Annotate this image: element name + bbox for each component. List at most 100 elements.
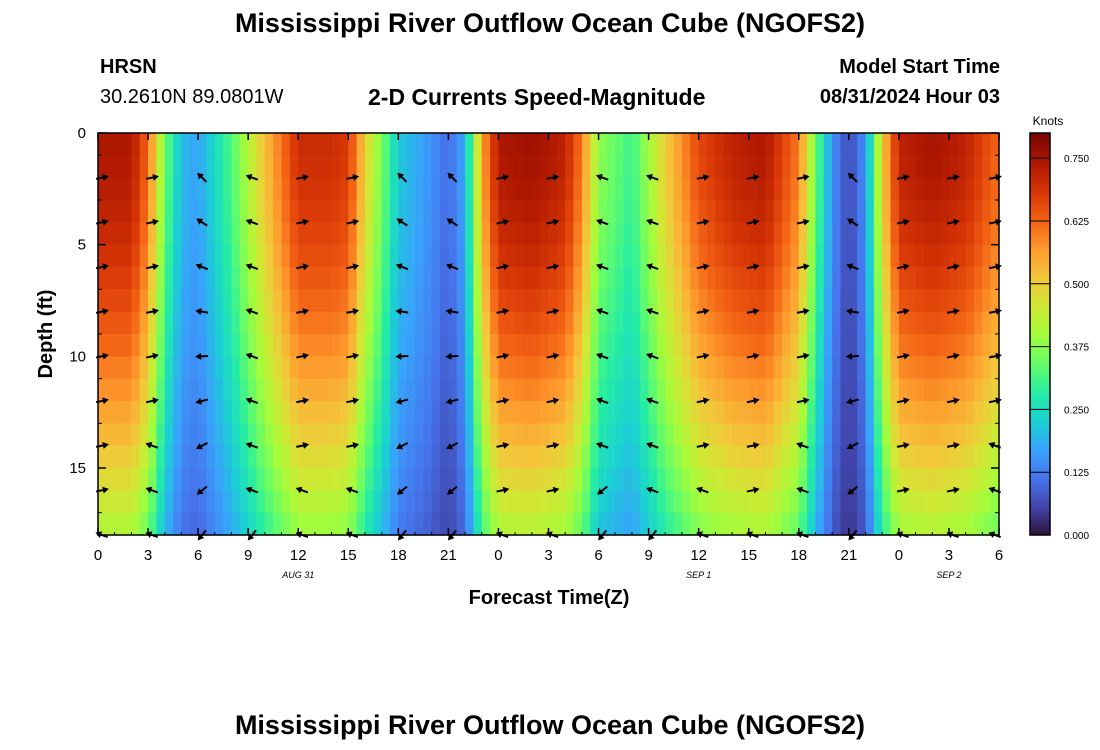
heatmap-cell <box>181 244 191 268</box>
heatmap-cell <box>331 490 341 514</box>
heatmap-cell <box>264 512 274 536</box>
heatmap-cell <box>832 378 842 402</box>
heatmap-cell <box>690 490 700 514</box>
heatmap-cell <box>164 490 174 514</box>
current-vector-arrow <box>395 352 409 360</box>
heatmap-cell <box>815 289 825 313</box>
heatmap-cell <box>423 423 433 447</box>
heatmap-cell <box>173 244 183 268</box>
heatmap-cell <box>740 222 750 246</box>
arrow-head <box>903 308 910 315</box>
heatmap-cell <box>206 423 216 447</box>
heatmap-cell <box>715 200 725 223</box>
heatmap-cell <box>531 512 541 536</box>
heatmap-cell <box>606 133 616 156</box>
heatmap-cell <box>256 222 266 246</box>
heatmap-cell <box>289 133 299 156</box>
heatmap-cell <box>239 200 249 223</box>
heatmap-cell <box>832 244 842 268</box>
heatmap-cell <box>965 133 975 156</box>
heatmap-cell <box>656 289 666 313</box>
heatmap-cell <box>548 200 558 223</box>
heatmap-cell <box>498 133 508 156</box>
heatmap-cell <box>440 133 449 156</box>
current-vector-arrow <box>145 218 159 226</box>
heatmap-cell <box>715 311 725 335</box>
heatmap-cell <box>823 445 833 469</box>
heatmap-cell <box>523 244 533 268</box>
heatmap-cell <box>681 468 691 491</box>
heatmap-cell <box>948 512 958 536</box>
heatmap-cell <box>548 244 558 268</box>
heatmap-cell <box>314 512 324 536</box>
heatmap-cell <box>790 267 800 290</box>
heatmap-cell <box>773 244 783 268</box>
heatmap-cell <box>356 468 366 491</box>
arrow-head <box>646 352 653 360</box>
heatmap-cell <box>698 378 708 402</box>
heatmap-cell <box>173 200 183 223</box>
heatmap-cell <box>289 155 299 179</box>
heatmap-cell <box>231 445 241 469</box>
heatmap-cell <box>965 378 975 402</box>
heatmap-cell <box>364 222 374 246</box>
heatmap-cell <box>982 512 992 536</box>
heatmap-cell <box>840 200 850 223</box>
heatmap-cell <box>248 378 258 402</box>
heatmap-cell <box>531 401 541 424</box>
heatmap-cell <box>214 468 224 491</box>
current-vector-arrow <box>846 397 859 405</box>
heatmap-cell <box>465 490 475 514</box>
heatmap-cell <box>681 133 691 156</box>
heatmap-cell <box>707 155 716 179</box>
heatmap-cell <box>923 222 933 246</box>
heatmap-cell <box>590 378 600 402</box>
heatmap-cell <box>490 289 500 313</box>
heatmap-cell <box>206 512 216 536</box>
heatmap-cell <box>214 244 224 268</box>
heatmap-cell <box>289 334 299 357</box>
heatmap-cell <box>548 423 558 447</box>
heatmap-cell <box>623 490 633 514</box>
heatmap-cell <box>740 155 750 179</box>
heatmap-cell <box>273 334 283 357</box>
current-vector-arrow <box>896 218 910 226</box>
heatmap-cell <box>114 200 124 223</box>
current-vector-arrow <box>245 218 259 226</box>
heatmap-cell <box>181 401 191 424</box>
heatmap-cell <box>973 512 983 536</box>
heatmap-cell <box>106 155 116 179</box>
heatmap-cell <box>857 378 867 402</box>
heatmap-cell <box>531 133 541 156</box>
heatmap-cell <box>431 289 441 313</box>
heatmap-cell <box>448 267 458 290</box>
current-vector-arrow <box>396 442 409 450</box>
heatmap-cell <box>848 356 858 380</box>
heatmap-cell <box>648 423 658 447</box>
heatmap-cell <box>456 512 466 536</box>
heatmap-cell <box>873 155 883 179</box>
heatmap-cell <box>281 289 291 313</box>
heatmap-cell <box>973 177 983 201</box>
heatmap-cell <box>381 401 391 424</box>
x-tick-label: 12 <box>290 547 307 564</box>
heatmap-cell <box>857 334 867 357</box>
heatmap-cell <box>339 356 349 380</box>
heatmap-cell <box>848 177 858 201</box>
heatmap-cell <box>139 378 149 402</box>
heatmap-cell <box>623 423 633 447</box>
heatmap-cell <box>698 445 708 469</box>
arrow-head <box>702 218 710 226</box>
heatmap-cell <box>98 177 107 201</box>
heatmap-cell <box>840 177 850 201</box>
heatmap-cell <box>548 177 558 201</box>
heatmap-cell <box>873 222 883 246</box>
heatmap-cell <box>356 311 366 335</box>
heatmap-cell <box>223 200 233 223</box>
heatmap-cell <box>156 200 166 223</box>
heatmap-cell <box>223 468 233 491</box>
heatmap-cell <box>156 222 166 246</box>
heatmap-cell <box>765 445 775 469</box>
heatmap-cell <box>757 222 767 246</box>
arrow-head <box>395 263 403 270</box>
